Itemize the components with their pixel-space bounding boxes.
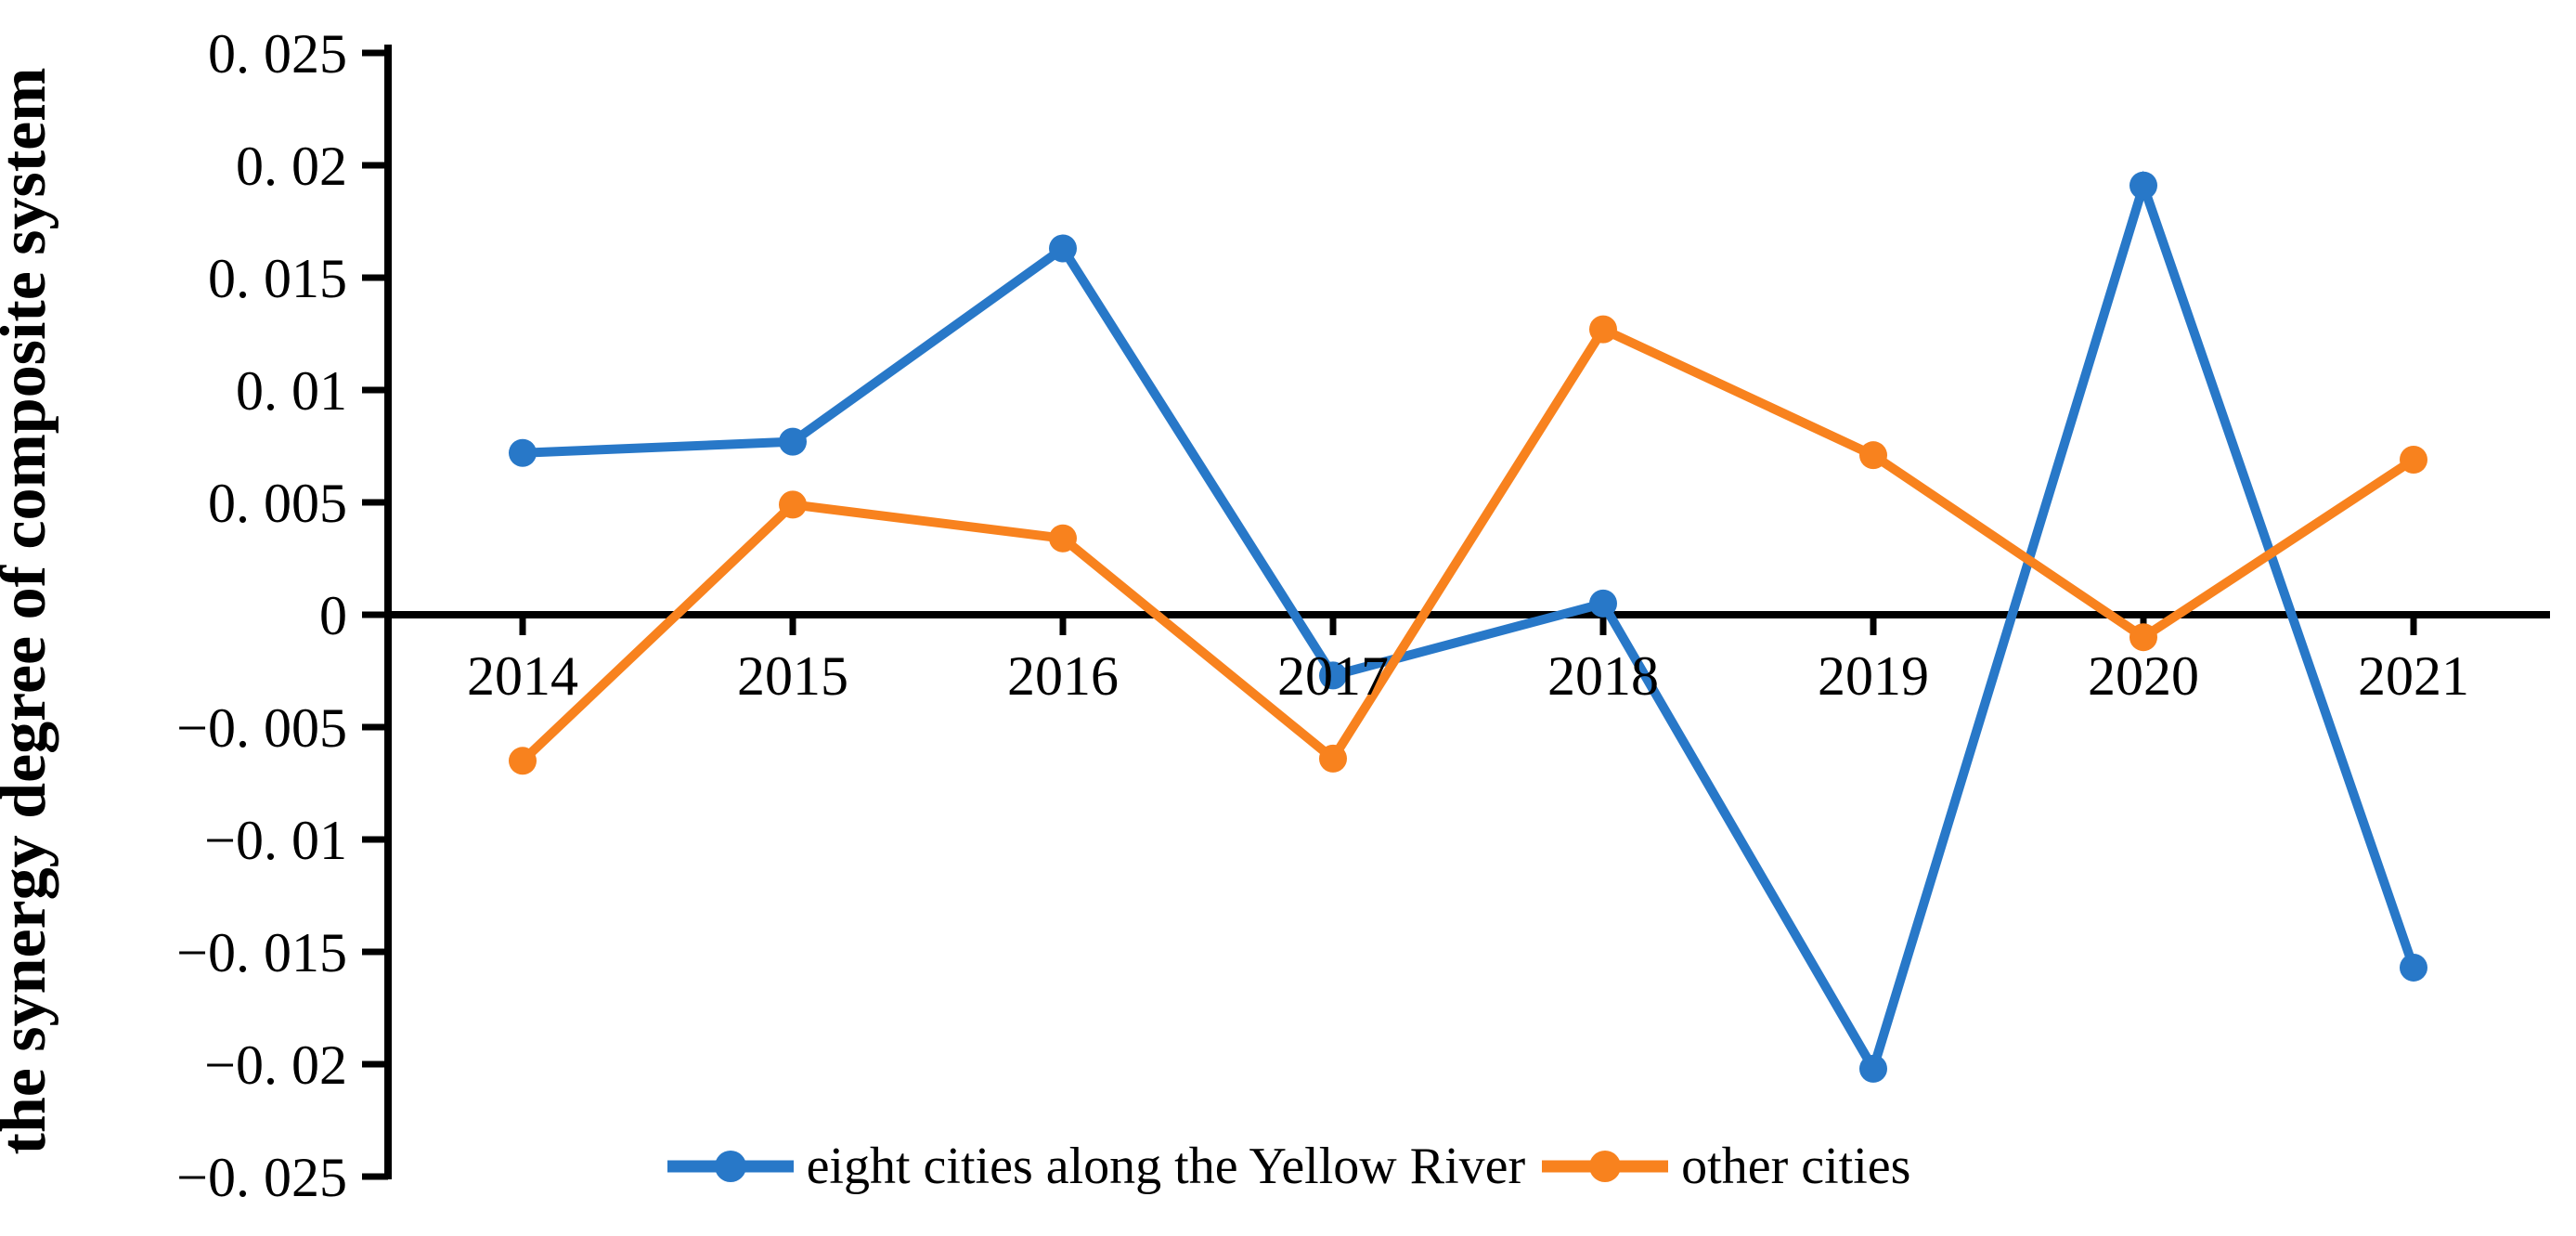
data-point-other-cities-2019 <box>1859 441 1887 470</box>
data-point-eight-cities-2014 <box>509 438 537 467</box>
y-tick-label: 0. 02 <box>236 136 347 197</box>
line-dot-marker-icon <box>667 1151 794 1182</box>
data-point-other-cities-2020 <box>2129 623 2157 652</box>
y-tick-label: −0. 01 <box>204 810 347 871</box>
data-point-eight-cities-2016 <box>1049 234 1077 263</box>
data-point-eight-cities-2015 <box>779 427 807 456</box>
y-tick-label: −0. 025 <box>176 1147 347 1208</box>
series-line-other-cities <box>519 323 2416 766</box>
y-tick-label: 0. 005 <box>208 473 347 534</box>
y-tick-label: 0. 025 <box>208 23 347 85</box>
line-dot-marker-icon <box>1542 1151 1669 1182</box>
y-tick-label: −0. 005 <box>176 697 347 759</box>
data-point-eight-cities-2020 <box>2129 171 2157 200</box>
data-point-other-cities-2018 <box>1589 315 1617 344</box>
data-point-eight-cities-2021 <box>2400 953 2427 982</box>
legend-item-eight-cities: eight cities along the Yellow River <box>666 1138 1526 1195</box>
y-tick-label: 0 <box>319 585 347 646</box>
legend-label-other-cities: other cities <box>1681 1138 1911 1195</box>
y-tick-label: −0. 02 <box>204 1034 347 1096</box>
data-point-other-cities-2014 <box>509 747 537 775</box>
y-axis-title: the synergy degree of composite system <box>0 68 59 1155</box>
series-line-eight-cities <box>522 170 2418 1081</box>
data-point-eight-cities-2019 <box>1859 1054 1887 1083</box>
y-tick-label: 0. 015 <box>208 248 347 309</box>
x-tick-label-2017: 2017 <box>1277 645 1389 707</box>
x-tick-label-2015: 2015 <box>737 645 848 707</box>
data-point-other-cities-2016 <box>1049 524 1077 553</box>
y-tick-label: −0. 015 <box>176 922 347 983</box>
x-tick-label-2019: 2019 <box>1818 645 1929 707</box>
data-point-other-cities-2017 <box>1319 744 1347 773</box>
x-tick-label-2020: 2020 <box>2088 645 2199 707</box>
legend-item-other-cities: other cities <box>1540 1140 1910 1192</box>
y-tick-label: 0. 01 <box>236 360 347 422</box>
legend-label-eight-cities: eight cities along the Yellow River <box>806 1138 1526 1195</box>
x-tick-label-2021: 2021 <box>2358 645 2469 707</box>
data-point-eight-cities-2017 <box>1319 661 1347 690</box>
data-point-eight-cities-2018 <box>1589 589 1617 618</box>
legend: eight cities along the Yellow River othe… <box>0 1140 2576 1192</box>
data-point-other-cities-2021 <box>2400 446 2427 475</box>
x-tick-label-2014: 2014 <box>467 645 578 707</box>
data-point-other-cities-2015 <box>779 490 807 519</box>
x-tick-label-2016: 2016 <box>1007 645 1119 707</box>
x-tick-label-2018: 2018 <box>1547 645 1659 707</box>
